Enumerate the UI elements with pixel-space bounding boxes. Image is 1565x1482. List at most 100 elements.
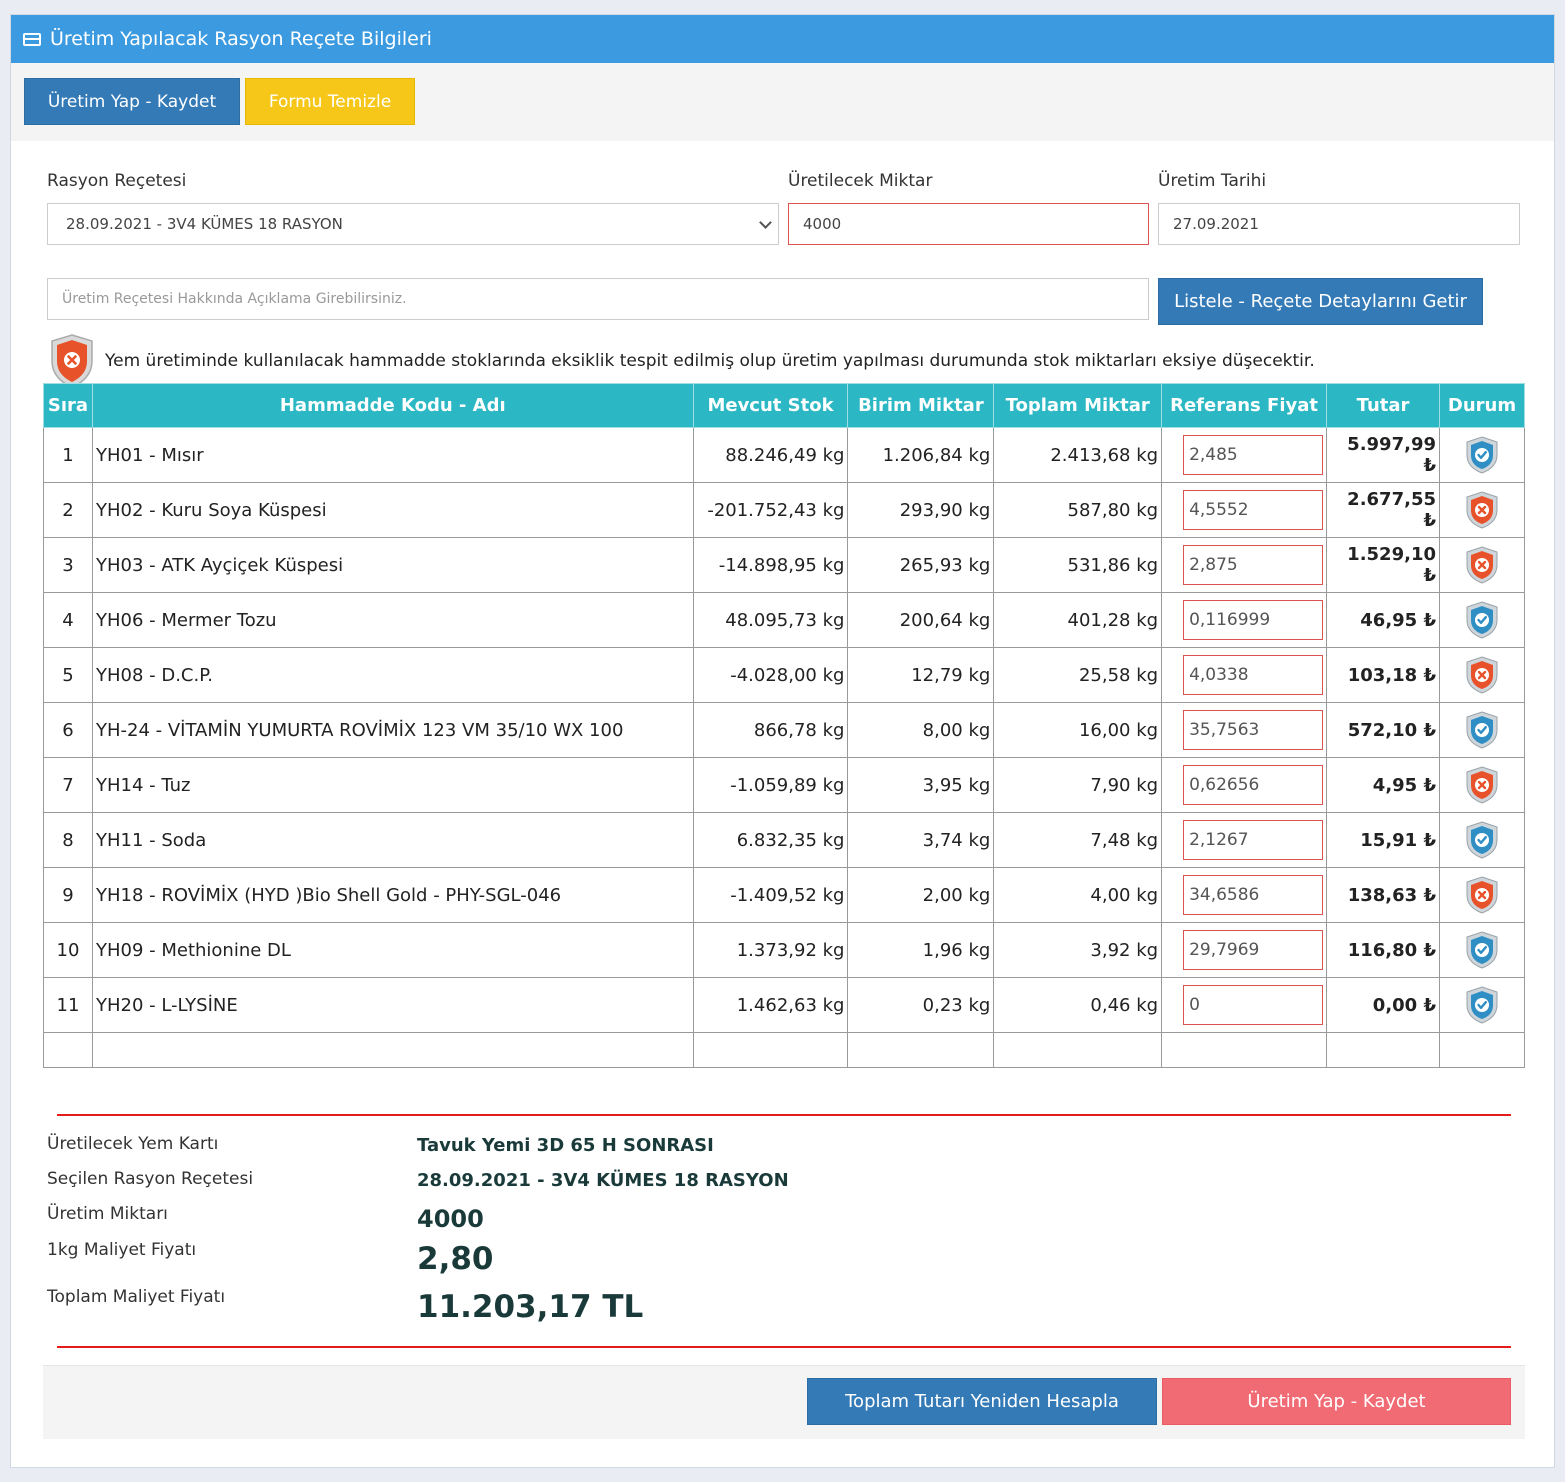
row-status — [1439, 537, 1525, 593]
recipe-select[interactable]: 28.09.2021 - 3V4 KÜMES 18 RASYON — [47, 203, 779, 245]
panel-title: Üretim Yapılacak Rasyon Reçete Bilgileri — [50, 28, 432, 50]
note-input[interactable]: Üretim Reçetesi Hakkında Açıklama Girebi… — [47, 278, 1149, 320]
recipe-panel: Üretim Yapılacak Rasyon Reçete Bilgileri… — [10, 14, 1555, 1468]
price-input[interactable]: 2,485 — [1183, 435, 1324, 475]
quantity-label: Üretilecek Miktar — [788, 171, 933, 191]
row-price-cell: 34,6586 — [1161, 867, 1328, 923]
row-amount: 138,63 ₺ — [1326, 867, 1440, 923]
row-status — [1439, 812, 1525, 868]
row-amount: 1.529,10 ₺ — [1326, 537, 1440, 593]
price-input[interactable]: 2,1267 — [1183, 820, 1324, 860]
row-total: 0,46 kg — [993, 977, 1163, 1033]
total-cost-label: Toplam Maliyet Fiyatı — [47, 1287, 226, 1307]
row-status — [1439, 922, 1525, 978]
date-label: Üretim Tarihi — [1158, 171, 1267, 191]
price-input[interactable]: 0 — [1183, 985, 1324, 1025]
row-price-cell: 2,875 — [1161, 537, 1328, 593]
row-no: 5 — [43, 647, 93, 703]
table-row: 6 YH-24 - VİTAMİN YUMURTA ROVİMİX 123 VM … — [43, 702, 1525, 758]
stock-warning: Yem üretiminde kullanılacak hammadde sto… — [49, 333, 1315, 389]
row-price-cell: 4,0338 — [1161, 647, 1328, 703]
recalculate-button[interactable]: Toplam Tutarı Yeniden Hesapla — [807, 1378, 1157, 1425]
col-price: Referans Fiyat — [1161, 383, 1328, 428]
row-no: 11 — [43, 977, 93, 1033]
error-shield-icon — [1466, 491, 1498, 529]
price-input[interactable]: 35,7563 — [1183, 710, 1324, 750]
row-unit: 12,79 kg — [847, 647, 995, 703]
row-name: YH02 - Kuru Soya Küspesi — [91, 482, 694, 538]
col-total: Toplam Miktar — [993, 383, 1163, 428]
row-status — [1439, 647, 1525, 703]
row-amount: 572,10 ₺ — [1326, 702, 1440, 758]
warning-shield-icon — [51, 334, 93, 388]
row-total: 16,00 kg — [993, 702, 1163, 758]
row-no: 8 — [43, 812, 93, 868]
table-row: 1 YH01 - Mısır 88.246,49 kg 1.206,84 kg 2.41… — [43, 427, 1525, 483]
price-input[interactable]: 4,5552 — [1183, 490, 1324, 530]
row-stock: 866,78 kg — [692, 702, 849, 758]
row-stock: 1.462,63 kg — [692, 977, 849, 1033]
col-status: Durum — [1439, 383, 1525, 428]
save-production-button-bottom[interactable]: Üretim Yap - Kaydet — [1162, 1378, 1511, 1425]
date-input[interactable]: 27.09.2021 — [1158, 203, 1520, 245]
row-status — [1439, 427, 1525, 483]
price-input[interactable]: 29,7969 — [1183, 930, 1324, 970]
clear-form-button[interactable]: Formu Temizle — [245, 78, 415, 125]
row-unit: 3,95 kg — [847, 757, 995, 813]
row-stock: -14.898,95 kg — [692, 537, 849, 593]
row-unit: 0,23 kg — [847, 977, 995, 1033]
row-name: YH06 - Mermer Tozu — [91, 592, 694, 648]
row-stock: 1.373,92 kg — [692, 922, 849, 978]
row-amount: 15,91 ₺ — [1326, 812, 1440, 868]
row-stock: -4.028,00 kg — [692, 647, 849, 703]
row-stock: -201.752,43 kg — [692, 482, 849, 538]
row-amount: 2.677,55 ₺ — [1326, 482, 1440, 538]
row-no: 1 — [43, 427, 93, 483]
row-unit: 8,00 kg — [847, 702, 995, 758]
feed-card-value: Tavuk Yemi 3D 65 H SONRASI — [417, 1135, 714, 1156]
price-input[interactable]: 0,62656 — [1183, 765, 1324, 805]
row-status — [1439, 482, 1525, 538]
row-price-cell: 29,7969 — [1161, 922, 1328, 978]
row-name: YH09 - Methionine DL — [91, 922, 694, 978]
table-row: 3 YH03 - ATK Ayçiçek Küspesi -14.898,95 kg… — [43, 537, 1525, 593]
row-amount: 103,18 ₺ — [1326, 647, 1440, 703]
ok-shield-icon — [1466, 986, 1498, 1024]
col-no: Sıra — [43, 383, 93, 428]
row-total: 531,86 kg — [993, 537, 1163, 593]
ok-shield-icon — [1466, 601, 1498, 639]
row-name: YH20 - L-LYSİNE — [91, 977, 694, 1033]
row-amount: 4,95 ₺ — [1326, 757, 1440, 813]
row-name: YH03 - ATK Ayçiçek Küspesi — [91, 537, 694, 593]
total-cost-value: 11.203,17 TL — [417, 1289, 644, 1325]
row-amount: 5.997,99 ₺ — [1326, 427, 1440, 483]
row-total: 2.413,68 kg — [993, 427, 1163, 483]
footer-actions: Toplam Tutarı Yeniden Hesapla Üretim Yap… — [43, 1365, 1525, 1439]
quantity-input[interactable]: 4000 — [788, 203, 1149, 245]
row-total: 4,00 kg — [993, 867, 1163, 923]
row-no: 7 — [43, 757, 93, 813]
production-qty-value: 4000 — [417, 1205, 484, 1233]
row-unit: 200,64 kg — [847, 592, 995, 648]
panel-header: Üretim Yapılacak Rasyon Reçete Bilgileri — [11, 15, 1554, 63]
col-unit: Birim Miktar — [847, 383, 995, 428]
selected-recipe-label: Seçilen Rasyon Reçetesi — [47, 1169, 254, 1189]
row-total: 401,28 kg — [993, 592, 1163, 648]
table-row: 9 YH18 - ROVİMİX (HYD )Bio Shell Gold - P… — [43, 867, 1525, 923]
price-input[interactable]: 2,875 — [1183, 545, 1324, 585]
row-name: YH11 - Soda — [91, 812, 694, 868]
row-stock: -1.059,89 kg — [692, 757, 849, 813]
list-recipe-details-button[interactable]: Listele - Reçete Detaylarını Getir — [1158, 278, 1483, 325]
row-amount: 0,00 ₺ — [1326, 977, 1440, 1033]
row-name: YH-24 - VİTAMİN YUMURTA ROVİMİX 123 VM 3… — [91, 702, 694, 758]
price-input[interactable]: 34,6586 — [1183, 875, 1324, 915]
recipe-label: Rasyon Reçetesi — [47, 171, 187, 191]
row-total: 7,90 kg — [993, 757, 1163, 813]
row-no: 6 — [43, 702, 93, 758]
table-row: 10 YH09 - Methionine DL 1.373,92 kg 1,96 kg… — [43, 922, 1525, 978]
price-input[interactable]: 0,116999 — [1183, 600, 1324, 640]
save-production-button[interactable]: Üretim Yap - Kaydet — [24, 78, 240, 125]
price-input[interactable]: 4,0338 — [1183, 655, 1324, 695]
row-name: YH08 - D.C.P. — [91, 647, 694, 703]
row-unit: 3,74 kg — [847, 812, 995, 868]
